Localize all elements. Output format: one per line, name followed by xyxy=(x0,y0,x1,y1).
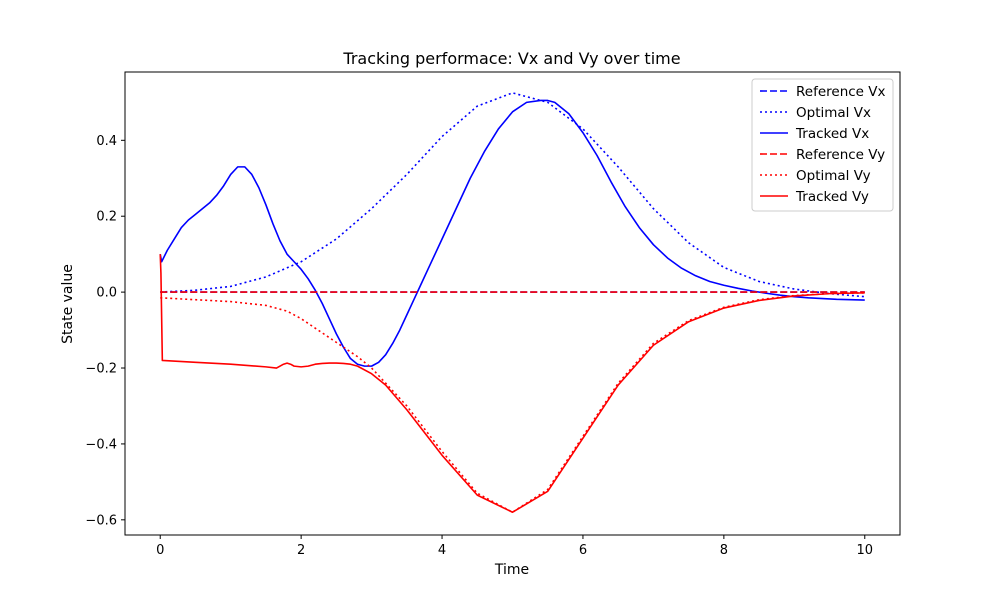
x-axis: 0 2 4 6 8 10 xyxy=(156,535,873,558)
y-axis-label: State value xyxy=(60,264,76,344)
y-tick-label: 0.4 xyxy=(96,134,117,149)
y-axis: −0.6 −0.4 −0.2 0.0 0.2 0.4 xyxy=(85,134,125,528)
legend-label: Optimal Vx xyxy=(796,105,871,121)
plot-lines xyxy=(159,92,865,514)
legend-box xyxy=(751,78,894,212)
legend-label: Tracked Vy xyxy=(795,189,869,205)
x-tick-label: 8 xyxy=(720,543,728,558)
series-line-tracked-vx xyxy=(159,99,865,367)
legend: Reference Vx Optimal Vx Tracked Vx Referenc… xyxy=(751,78,894,212)
x-tick-label: 6 xyxy=(579,543,587,558)
y-tick-label: −0.2 xyxy=(85,362,117,377)
legend-label: Reference Vy xyxy=(796,147,885,163)
legend-label: Tracked Vx xyxy=(795,126,869,142)
y-tick-label: −0.6 xyxy=(85,513,117,528)
y-tick-label: 0.2 xyxy=(96,210,117,225)
x-tick-label: 4 xyxy=(438,543,446,558)
x-axis-label: Time xyxy=(494,562,529,578)
y-tick-label: 0.0 xyxy=(96,286,117,301)
legend-label: Optimal Vy xyxy=(796,168,871,184)
legend-label: Reference Vx xyxy=(796,84,886,100)
y-tick-label: −0.4 xyxy=(85,437,117,452)
x-tick-label: 10 xyxy=(856,543,873,558)
series-line-tracked-vy xyxy=(159,254,865,514)
axes-frame xyxy=(124,71,901,536)
x-tick-label: 0 xyxy=(156,543,164,558)
chart-title: Tracking performace: Vx and Vy over time xyxy=(342,49,680,68)
x-tick-label: 2 xyxy=(297,543,305,558)
